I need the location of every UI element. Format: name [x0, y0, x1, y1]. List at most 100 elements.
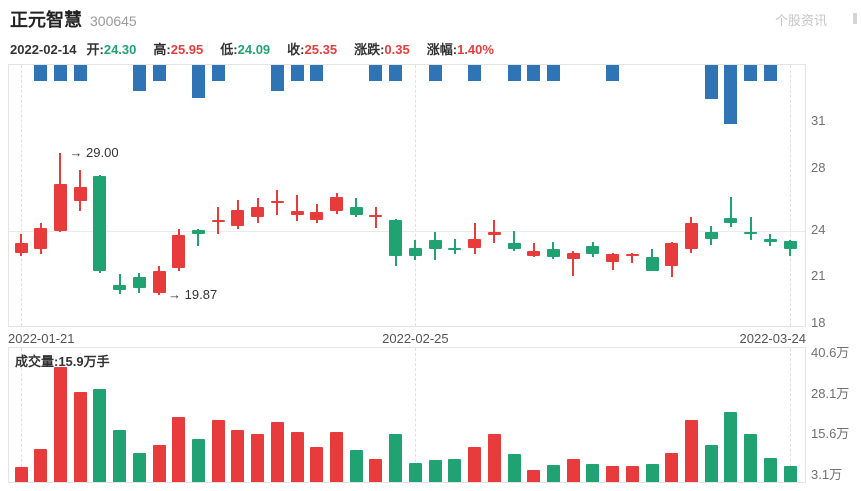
candle-body[interactable] [783, 240, 797, 250]
event-marker-bar[interactable] [73, 65, 87, 81]
event-marker-bar[interactable] [34, 65, 48, 81]
volume-bar[interactable] [251, 433, 265, 482]
candle-body[interactable] [369, 215, 383, 218]
candle-body[interactable] [665, 243, 679, 267]
volume-bar[interactable] [349, 450, 363, 482]
candle-body[interactable] [349, 207, 363, 216]
volume-bar[interactable] [744, 433, 758, 482]
candle-body[interactable] [330, 196, 344, 211]
event-marker-bar[interactable] [211, 65, 225, 81]
candle-body[interactable] [231, 209, 245, 227]
volume-bar[interactable] [330, 431, 344, 482]
candle-body[interactable] [53, 184, 67, 231]
candle-body[interactable] [744, 231, 758, 234]
volume-bar[interactable] [448, 458, 462, 482]
volume-bar[interactable] [704, 444, 718, 482]
volume-bar[interactable] [546, 465, 560, 482]
volume-bar[interactable] [14, 467, 28, 482]
volume-bar[interactable] [73, 391, 87, 482]
volume-bar[interactable] [763, 457, 777, 482]
candle-body[interactable] [290, 210, 304, 216]
event-marker-bar[interactable] [724, 65, 738, 124]
event-marker-bar[interactable] [53, 65, 67, 81]
volume-bar[interactable] [507, 454, 521, 482]
candle-body[interactable] [724, 217, 738, 223]
volume-bar[interactable] [231, 430, 245, 482]
volume-bar[interactable] [408, 463, 422, 482]
stock-news-link[interactable]: 个股资讯 [775, 13, 828, 28]
event-marker-bar[interactable] [546, 65, 560, 81]
volume-bar[interactable] [152, 444, 166, 482]
candle-body[interactable] [606, 254, 620, 262]
candle-body[interactable] [310, 212, 324, 220]
candle-body[interactable] [448, 247, 462, 250]
candle-body[interactable] [428, 240, 442, 250]
volume-bar[interactable] [606, 466, 620, 482]
event-marker-bar[interactable] [152, 65, 166, 81]
event-marker-bar[interactable] [744, 65, 758, 81]
candle-body[interactable] [566, 252, 580, 259]
volume-bar[interactable] [645, 464, 659, 482]
candle-body[interactable] [73, 187, 87, 202]
volume-bar[interactable] [665, 453, 679, 482]
candle-body[interactable] [507, 243, 521, 249]
candle-body[interactable] [468, 238, 482, 248]
candlestick-chart-panel[interactable]: → 29.00 → 19.87 [8, 64, 806, 327]
volume-bar[interactable] [290, 431, 304, 482]
volume-bar[interactable] [428, 459, 442, 482]
candle-body[interactable] [34, 227, 48, 250]
candle-body[interactable] [251, 207, 265, 217]
volume-bar[interactable] [211, 419, 225, 482]
event-marker-bar[interactable] [507, 65, 521, 81]
candle-body[interactable] [113, 285, 127, 290]
candle-body[interactable] [625, 254, 639, 257]
volume-bar[interactable] [527, 469, 541, 482]
candle-body[interactable] [408, 247, 422, 256]
candle-body[interactable] [684, 222, 698, 250]
volume-bar[interactable] [270, 421, 284, 482]
volume-bar[interactable] [389, 433, 403, 482]
event-marker-bar[interactable] [132, 65, 146, 91]
volume-bar[interactable] [783, 466, 797, 482]
event-marker-bar[interactable] [763, 65, 777, 81]
candle-body[interactable] [546, 248, 560, 258]
candle-body[interactable] [487, 232, 501, 236]
event-marker-bar[interactable] [428, 65, 442, 81]
candle-body[interactable] [172, 235, 186, 269]
volume-bar[interactable] [566, 458, 580, 482]
candle-body[interactable] [389, 219, 403, 256]
volume-bar[interactable] [191, 439, 205, 482]
candle-body[interactable] [270, 201, 284, 204]
candle-body[interactable] [132, 277, 146, 289]
candle-body[interactable] [527, 250, 541, 256]
candle-body[interactable] [645, 257, 659, 272]
volume-bar[interactable] [113, 430, 127, 482]
candle-body[interactable] [93, 176, 107, 272]
candle-body[interactable] [704, 232, 718, 239]
candle-body[interactable] [191, 229, 205, 234]
volume-bar[interactable] [34, 448, 48, 482]
volume-bar[interactable] [684, 419, 698, 482]
volume-bar[interactable] [172, 417, 186, 482]
volume-bar[interactable] [724, 412, 738, 482]
volume-bar[interactable] [586, 464, 600, 482]
candle-body[interactable] [586, 246, 600, 255]
candle-body[interactable] [152, 271, 166, 293]
volume-bar[interactable] [625, 466, 639, 482]
event-marker-bar[interactable] [468, 65, 482, 81]
event-marker-bar[interactable] [310, 65, 324, 81]
candle-body[interactable] [211, 219, 225, 222]
event-marker-bar[interactable] [290, 65, 304, 81]
event-marker-bar[interactable] [389, 65, 403, 81]
event-marker-bar[interactable] [369, 65, 383, 81]
event-marker-bar[interactable] [191, 65, 205, 98]
event-marker-bar[interactable] [527, 65, 541, 81]
volume-bar[interactable] [369, 458, 383, 482]
event-marker-bar[interactable] [704, 65, 718, 99]
volume-bar[interactable] [468, 446, 482, 482]
candle-body[interactable] [14, 243, 28, 253]
volume-bar[interactable] [132, 453, 146, 482]
candle-body[interactable] [763, 238, 777, 243]
volume-chart-panel[interactable]: 成交量:15.9万手 [8, 347, 806, 483]
volume-bar[interactable] [310, 446, 324, 482]
